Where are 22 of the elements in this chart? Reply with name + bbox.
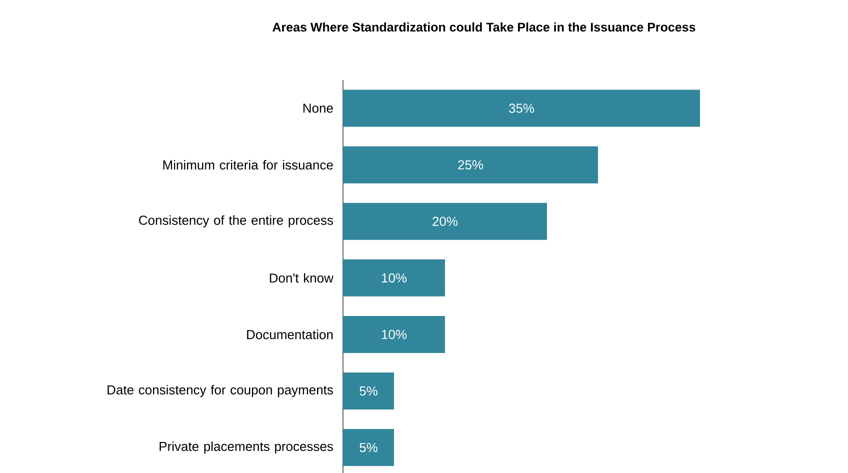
data-label: 20%	[432, 216, 458, 226]
y-tick-label: Documentation	[247, 330, 333, 340]
y-tick-label: Don't know	[270, 273, 334, 283]
bar	[343, 259, 445, 296]
y-tick-label: Consistency of the entire process	[139, 215, 333, 228]
data-label: 5%	[360, 442, 378, 452]
bar	[343, 429, 394, 466]
y-tick-label: Date consistency for coupon payments	[108, 384, 333, 398]
data-label: 10%	[382, 330, 407, 340]
y-tick-label: Minimum criteria for issuance	[163, 160, 333, 170]
data-label: 5%	[360, 386, 378, 396]
data-label: 25%	[458, 160, 484, 170]
bar	[343, 90, 700, 127]
bar	[343, 146, 598, 184]
bar	[343, 202, 547, 240]
data-label: 10%	[382, 273, 407, 283]
bar	[343, 316, 445, 353]
y-tick-label: Private placements processes	[160, 441, 333, 454]
y-tick-label: None	[303, 104, 333, 113]
bar	[343, 372, 394, 410]
chart-title: Areas Where Standardization could Take Place in the Issuance Process	[272, 22, 696, 32]
data-label: 35%	[508, 104, 534, 113]
